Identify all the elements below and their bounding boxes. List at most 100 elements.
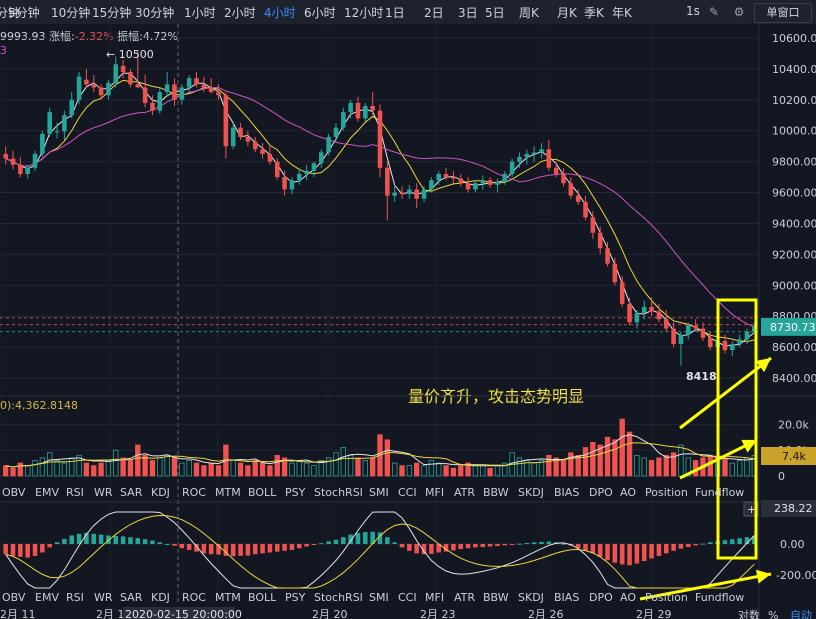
volume-bar: [32, 460, 38, 477]
indicator-tab-0-obv[interactable]: OBV: [2, 486, 26, 499]
candle: [634, 313, 640, 323]
indicator-tab-1-fundflow[interactable]: Fundflow: [695, 591, 745, 604]
indicator-tab-1-ao[interactable]: AO: [620, 591, 636, 604]
macd-bar: [612, 544, 618, 563]
indicator-tab-1-bbw[interactable]: BBW: [483, 591, 509, 604]
timeframe-3[interactable]: 15分钟: [92, 6, 132, 20]
indicator-tab-0-bias[interactable]: BIAS: [554, 486, 580, 499]
macd-bar: [164, 544, 170, 545]
indicator-tab-1-roc[interactable]: ROC: [182, 591, 206, 604]
volume-bar: [685, 457, 691, 477]
indicator-tab-0-boll[interactable]: BOLL: [248, 486, 277, 499]
indicator-tab-1-mfi[interactable]: MFI: [425, 591, 445, 604]
indicator-tab-0-atr[interactable]: ATR: [454, 486, 476, 499]
timeframe-14[interactable]: 周K: [519, 6, 539, 20]
timeframe-5[interactable]: 1小时: [184, 6, 216, 20]
indicator-tab-0-rsi[interactable]: RSI: [66, 486, 84, 499]
indicator-tab-0-psy[interactable]: PSY: [285, 486, 306, 499]
indicator-tab-0-ao[interactable]: AO: [620, 486, 636, 499]
timeframe-9[interactable]: 12小时: [344, 6, 384, 20]
timeframe-10[interactable]: 1日: [385, 6, 405, 20]
timeframe-13[interactable]: 5日: [485, 6, 505, 20]
arrow-price: [679, 356, 772, 430]
macd-bar: [583, 544, 588, 551]
indicator-tab-0-kdj[interactable]: KDJ: [151, 486, 170, 499]
candle: [473, 183, 478, 190]
arrow-volume-head: [741, 439, 757, 453]
indicator-tab-0-roc[interactable]: ROC: [182, 486, 206, 499]
volume-bar: [458, 465, 464, 477]
indicator-tab-1-wr[interactable]: WR: [94, 591, 113, 604]
volume-bar: [120, 457, 126, 477]
indicator-tab-1-boll[interactable]: BOLL: [248, 591, 277, 604]
candle: [363, 106, 368, 119]
indicator-tab-1-emv[interactable]: EMV: [35, 591, 59, 604]
timeframe-4[interactable]: 30分钟: [135, 6, 175, 20]
indicator-tab-1-smi[interactable]: SMI: [369, 591, 389, 604]
indicator-tab-0-cci[interactable]: CCI: [398, 486, 417, 499]
indicator-tab-0-fundflow[interactable]: Fundflow: [695, 486, 745, 499]
indicator-tab-0-dpo[interactable]: DPO: [589, 486, 613, 499]
indicator-tab-0-smi[interactable]: SMI: [369, 486, 389, 499]
settings-icon[interactable]: ⚙: [733, 5, 745, 19]
interval-button[interactable]: 1s: [686, 4, 700, 18]
indicator-tab-0-stochrsi[interactable]: StochRSI: [314, 486, 363, 499]
indicator-tab-1-obv[interactable]: OBV: [2, 591, 26, 604]
timeframe-0[interactable]: 分钟: [0, 6, 21, 20]
volume-bar: [656, 457, 662, 477]
volume-bar: [641, 457, 647, 477]
timeframe-2[interactable]: 10分钟: [51, 6, 91, 20]
timeframe-7[interactable]: 4小时: [264, 6, 296, 20]
indicator-tab-1-cci[interactable]: CCI: [398, 591, 417, 604]
timeframe-1[interactable]: 5分钟: [8, 6, 40, 20]
macd-bar: [546, 541, 552, 544]
macd-bar: [399, 544, 405, 548]
single-window-button[interactable]: 单窗口: [754, 3, 812, 23]
indicator-tab-0-bbw[interactable]: BBW: [483, 486, 509, 499]
timeframe-16[interactable]: 季K: [584, 6, 604, 20]
macd-bar: [54, 542, 60, 544]
indicator-tab-1-position[interactable]: Position: [645, 591, 688, 604]
indicator-tab-1-skdj[interactable]: SKDJ: [518, 591, 544, 604]
candle: [575, 195, 581, 202]
candle: [84, 79, 89, 85]
indicator-tab-0-wr[interactable]: WR: [94, 486, 113, 499]
candle: [524, 153, 530, 157]
indicator-tab-0-position[interactable]: Position: [645, 486, 688, 499]
indicator-tab-0-skdj[interactable]: SKDJ: [518, 486, 544, 499]
indicator-tab-0-mfi[interactable]: MFI: [425, 486, 445, 499]
indicator-tab-1-kdj[interactable]: KDJ: [151, 591, 170, 604]
candle: [223, 95, 229, 147]
macd-bar: [700, 543, 706, 545]
macd-bar: [744, 537, 750, 544]
timeframe-6[interactable]: 2小时: [224, 6, 256, 20]
macd-bar: [3, 544, 8, 555]
indicator-tab-1-psy[interactable]: PSY: [285, 591, 306, 604]
macd-bar: [487, 544, 493, 547]
indicator-tab-1-dpo[interactable]: DPO: [589, 591, 613, 604]
draw-icon[interactable]: ✎: [708, 5, 720, 19]
timeframe-8[interactable]: 6小时: [304, 6, 336, 20]
indicator-tab-0-mtm[interactable]: MTM: [215, 486, 241, 499]
indicator-tab-1-stochrsi[interactable]: StochRSI: [314, 591, 363, 604]
macd-bar: [304, 544, 309, 547]
indicator-tab-1-atr[interactable]: ATR: [454, 591, 476, 604]
volume-bar: [10, 467, 16, 477]
timeframe-15[interactable]: 月K: [557, 6, 577, 20]
indicator-tab-0-emv[interactable]: EMV: [35, 486, 59, 499]
volume-bar: [480, 465, 486, 477]
indicator-tab-0-sar[interactable]: SAR: [120, 486, 143, 499]
volume-bar: [318, 460, 324, 477]
candle: [399, 192, 405, 195]
indicator-tab-1-rsi[interactable]: RSI: [66, 591, 84, 604]
indicator-tab-1-mtm[interactable]: MTM: [215, 591, 241, 604]
indicator-tab-1-sar[interactable]: SAR: [120, 591, 143, 604]
candle: [517, 157, 522, 162]
candle: [539, 149, 544, 153]
timeframe-17[interactable]: 年K: [612, 6, 632, 20]
timeframe-12[interactable]: 3日: [458, 6, 478, 20]
indicator-tab-1-bias[interactable]: BIAS: [554, 591, 580, 604]
timeframe-11[interactable]: 2日: [424, 6, 444, 20]
candle: [392, 192, 397, 196]
